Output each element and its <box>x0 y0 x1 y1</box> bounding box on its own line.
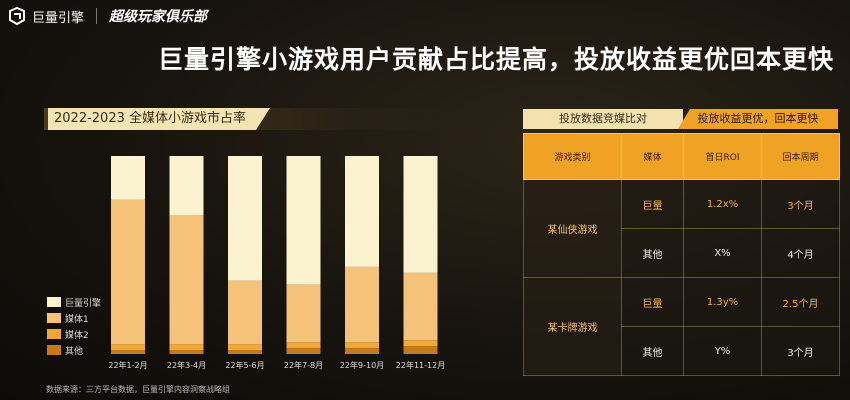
table-header-row: 游戏类别 媒体 首日ROI 回本周期 <box>523 133 840 180</box>
bar-segment <box>403 340 438 347</box>
payback-cell: 2.5个月 <box>761 277 840 327</box>
legend-label: 巨量引擎 <box>65 298 102 309</box>
x-tick-label: 22年7-8月 <box>284 360 323 370</box>
brand-logo: 巨量引擎 超级玩家俱乐部 <box>8 6 207 26</box>
legend-label: 媒体2 <box>65 330 89 341</box>
chart-legend: 巨量引擎 媒体1 媒体2 其他 <box>47 294 101 358</box>
bar-segment <box>345 342 379 349</box>
source-note: 数据来源：三方平台数据，巨量引擎内容洞察战略组 <box>46 385 230 394</box>
bar-segment <box>403 272 438 341</box>
bar-segment <box>111 156 145 200</box>
table-row: 某仙侠游戏 巨量 1.2x% 3个月 <box>523 179 840 278</box>
bar-segment <box>345 348 379 354</box>
bar-segment <box>228 280 262 345</box>
game-name: 某卡牌游戏 <box>523 277 622 376</box>
header-payback: 回本周期 <box>761 133 840 180</box>
bar-segment <box>169 344 204 351</box>
media-cell: 其他 <box>621 326 684 376</box>
bar-segment <box>228 344 262 351</box>
legend-swatch <box>47 297 61 307</box>
media-cell: 巨量 <box>621 179 684 229</box>
payback-cell: 4个月 <box>761 228 840 278</box>
bar-segment <box>286 342 321 349</box>
brand-mark-icon <box>9 7 25 25</box>
club-name: 超级玩家俱乐部 <box>109 9 208 25</box>
x-tick-label: 22年9-10月 <box>340 360 384 370</box>
media-cell: 巨量 <box>621 277 684 327</box>
brand-divider <box>96 8 98 24</box>
x-tick-label: 22年5-6月 <box>225 360 264 370</box>
bar-segment <box>228 350 262 354</box>
comparison-table: 游戏类别 媒体 首日ROI 回本周期 某仙侠游戏 巨量 1.2x% 3个月 其他… <box>523 133 840 376</box>
comparison-title-left: 投放数据竞媒比对 <box>523 109 683 129</box>
roi-cell: 1.2x% <box>683 179 762 229</box>
header-media: 媒体 <box>621 133 684 180</box>
roi-cell: Y% <box>683 326 762 376</box>
legend-label: 媒体1 <box>65 314 89 325</box>
bar-segment <box>345 266 379 343</box>
media-cell: 其他 <box>621 228 684 278</box>
x-tick-label: 22年3-4月 <box>167 360 206 370</box>
bar-segment <box>169 350 204 354</box>
bar-segment <box>286 284 321 343</box>
bar-segment <box>169 156 204 216</box>
legend-swatch <box>47 345 61 355</box>
legend-item-media2: 媒体2 <box>47 326 101 342</box>
bar-segment <box>345 156 379 267</box>
legend-item-media1: 媒体1 <box>47 310 101 326</box>
bar-segment <box>111 344 145 351</box>
bar-segment <box>169 215 204 345</box>
market-share-chart: 22年1-2月 22年3-4月 22年5-6月 22年7-8月 22年9-10月 22年1… <box>108 156 445 370</box>
chart-title: 2022-2023 全媒体小游戏市占率 <box>48 108 270 130</box>
legend-swatch <box>47 313 61 323</box>
bar-segment <box>286 348 321 354</box>
game-name: 某仙侠游戏 <box>523 179 622 278</box>
legend-label: 其他 <box>65 346 84 357</box>
bar-segment <box>403 156 438 273</box>
page-headline: 巨量引擎小游戏用户贡献占比提高，投放收益更优回本更快 <box>158 45 835 74</box>
payback-cell: 3个月 <box>761 179 840 229</box>
legend-swatch <box>47 329 61 339</box>
table-row: 某卡牌游戏 巨量 1.3y% 2.5个月 <box>523 277 840 376</box>
x-tick-label: 22年1-2月 <box>108 360 147 370</box>
roi-cell: 1.3y% <box>683 277 762 327</box>
table-row: 其他 X% 4个月 <box>524 228 840 278</box>
bar-segment <box>111 350 145 354</box>
comparison-title-right: 投放收益更优，回本更快 <box>678 109 838 129</box>
bar-segment <box>286 156 321 285</box>
header-game-type: 游戏类别 <box>523 133 622 180</box>
bar-segment <box>111 199 145 345</box>
roi-cell: X% <box>683 228 762 278</box>
bar-segment <box>403 346 438 354</box>
x-tick-label: 22年11-12月 <box>396 360 445 370</box>
comparison-title: 投放数据竞媒比对 投放收益更优，回本更快 <box>523 109 838 129</box>
legend-item-juliang: 巨量引擎 <box>47 294 101 310</box>
legend-item-other: 其他 <box>47 342 101 358</box>
table-row: 其他 Y% 3个月 <box>524 326 840 376</box>
payback-cell: 3个月 <box>761 326 840 376</box>
header-roi: 首日ROI <box>683 133 762 180</box>
bar-segment <box>228 156 262 281</box>
brand-name: 巨量引擎 <box>32 10 85 26</box>
